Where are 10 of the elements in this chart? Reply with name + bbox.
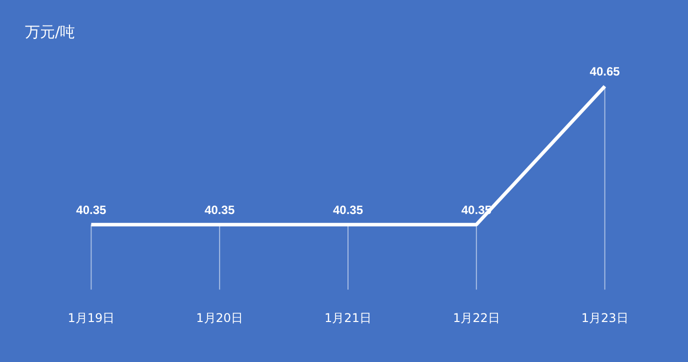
data-label: 40.35 (76, 202, 107, 217)
x-tick-label: 1月20日 (196, 310, 244, 325)
data-label: 40.35 (204, 202, 235, 217)
y-axis-title: 万元/吨 (25, 22, 76, 41)
data-label: 40.65 (590, 64, 620, 79)
x-tick-label: 1月21日 (324, 310, 372, 325)
x-tick-label: 1月19日 (68, 310, 115, 325)
x-tick-label: 1月22日 (452, 310, 500, 325)
x-tick-label: 1月23日 (581, 310, 628, 325)
data-label: 40.35 (332, 202, 364, 217)
